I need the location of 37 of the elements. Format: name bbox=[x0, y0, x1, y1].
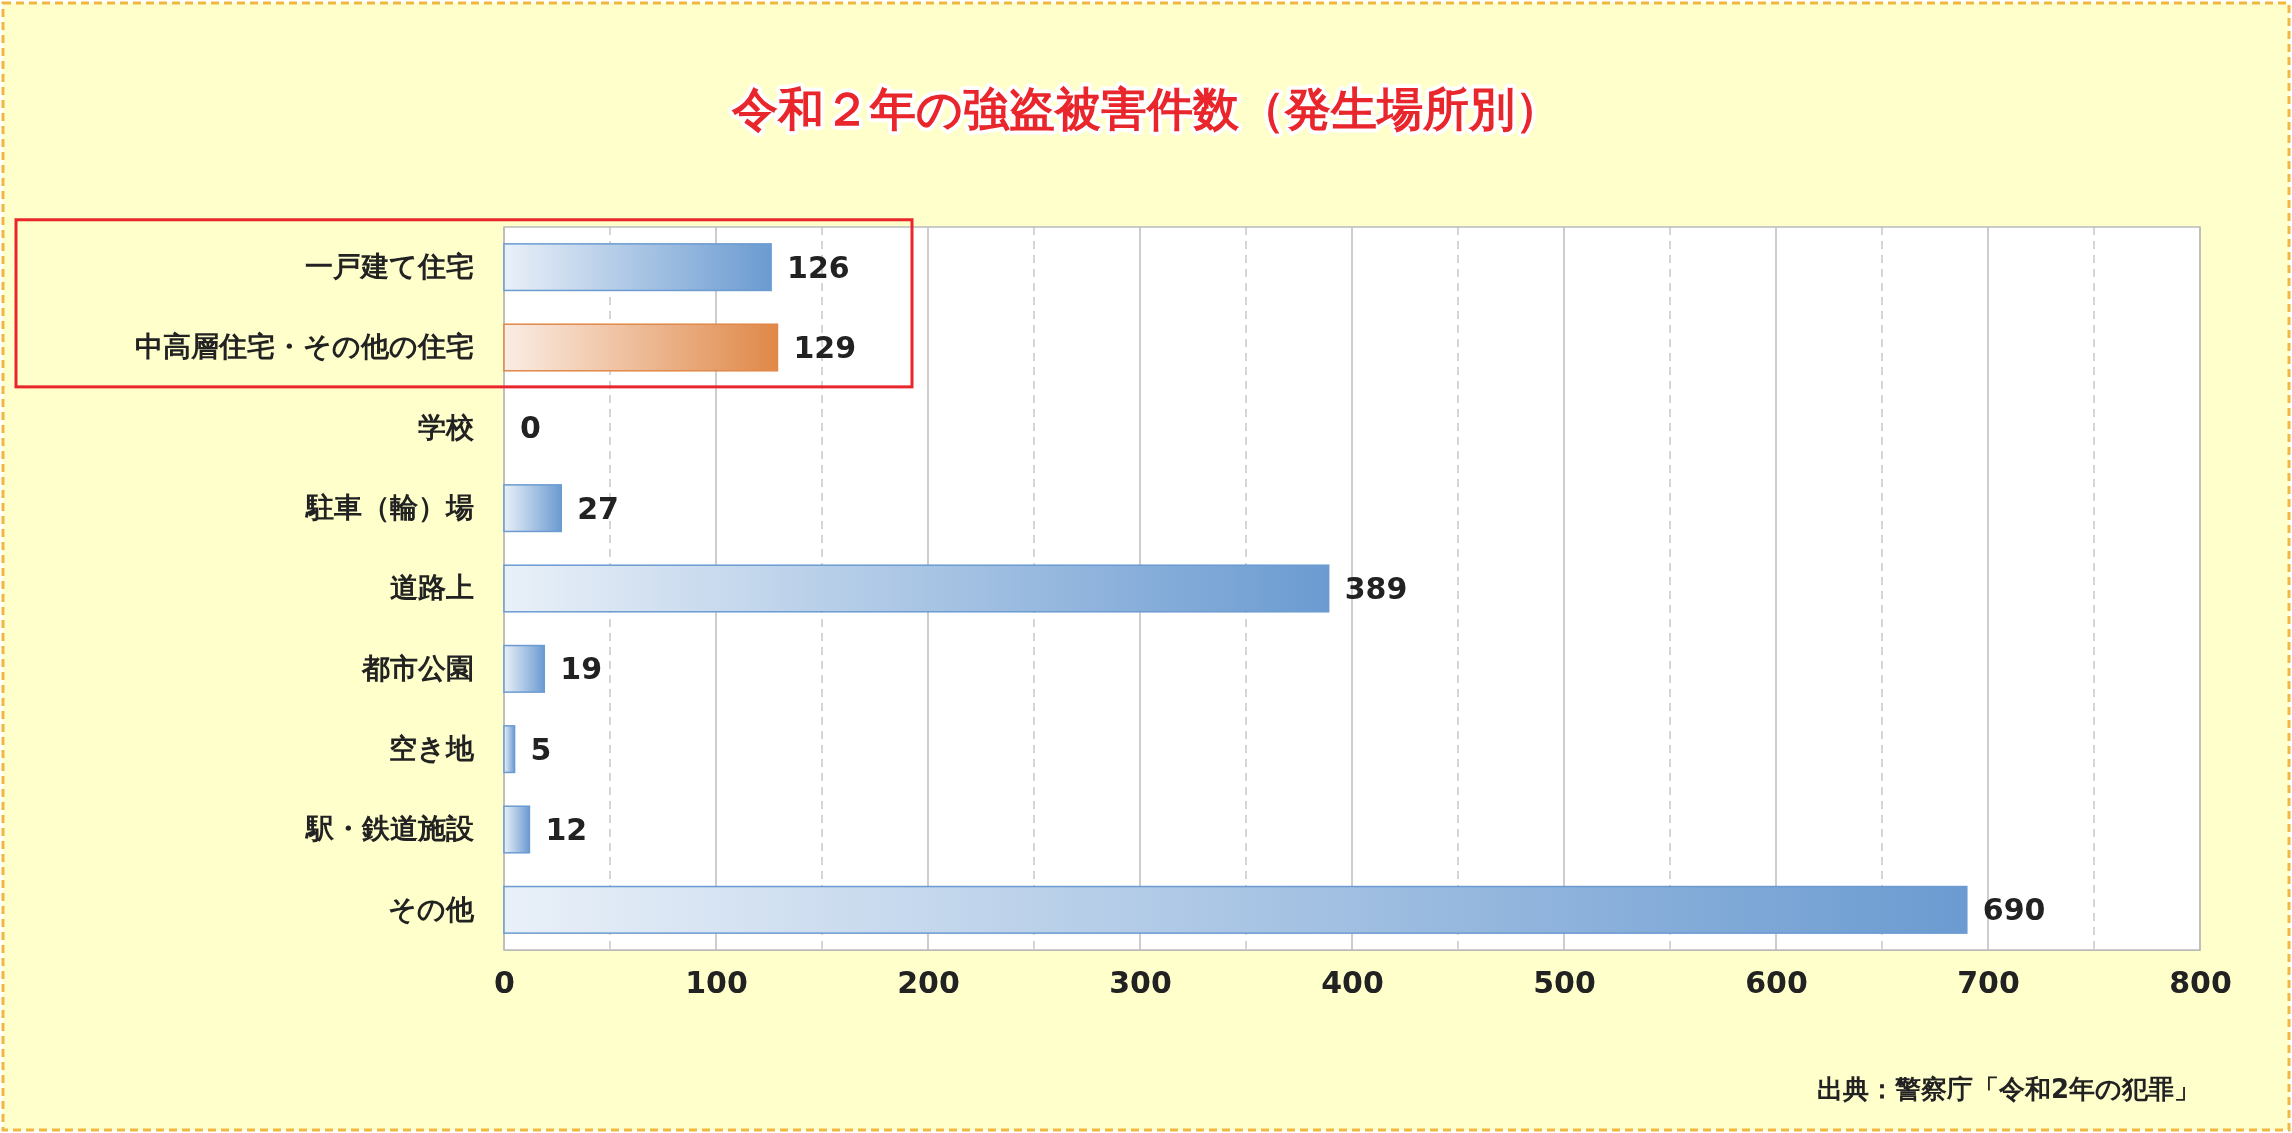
y-tick-label: 空き地 bbox=[389, 732, 475, 766]
x-tick-label: 200 bbox=[897, 965, 960, 1001]
x-tick-label: 700 bbox=[1957, 965, 2020, 1001]
y-tick-label: 道路上 bbox=[390, 571, 474, 605]
bar bbox=[503, 243, 772, 292]
data-label: 129 bbox=[793, 330, 857, 365]
data-label: 19 bbox=[560, 651, 603, 687]
bar bbox=[503, 885, 1968, 934]
y-tick-label: 中高層住宅・その他の住宅 bbox=[135, 330, 474, 364]
bar bbox=[503, 725, 516, 774]
y-tick-label: 都市公園 bbox=[361, 651, 474, 685]
y-tick-label: 駅・鉄道施設 bbox=[304, 812, 474, 846]
chart-title: 令和２年の強盗被害件数（発生場所別） bbox=[730, 82, 1561, 136]
x-tick-label: 100 bbox=[685, 965, 748, 1001]
bar bbox=[503, 323, 779, 372]
x-tick-label: 400 bbox=[1321, 965, 1384, 1001]
data-label: 27 bbox=[577, 490, 619, 526]
x-tick-label: 800 bbox=[2169, 965, 2232, 1001]
data-label: 0 bbox=[520, 410, 541, 446]
bar bbox=[503, 484, 562, 533]
data-label: 389 bbox=[1344, 571, 1408, 606]
data-label: 5 bbox=[530, 731, 552, 767]
bar bbox=[503, 805, 531, 854]
y-tick-label: 駐車（輪）場 bbox=[304, 491, 474, 525]
x-tick-label: 600 bbox=[1745, 965, 1808, 1001]
y-tick-label: その他 bbox=[388, 892, 475, 926]
data-label: 126 bbox=[787, 249, 850, 285]
bar bbox=[503, 644, 546, 693]
x-tick-label: 300 bbox=[1109, 965, 1172, 1001]
bar bbox=[503, 564, 1330, 613]
x-tick-label: 500 bbox=[1533, 965, 1596, 1001]
data-label: 12 bbox=[545, 812, 588, 847]
y-tick-label: 一戸建て住宅 bbox=[305, 250, 474, 284]
data-label: 690 bbox=[1982, 892, 2046, 928]
x-tick-label: 0 bbox=[494, 965, 515, 1001]
y-tick-label: 学校 bbox=[418, 410, 475, 444]
source-note: 出典：警察庁「令和2年の犯罪」 bbox=[1816, 1074, 2200, 1104]
